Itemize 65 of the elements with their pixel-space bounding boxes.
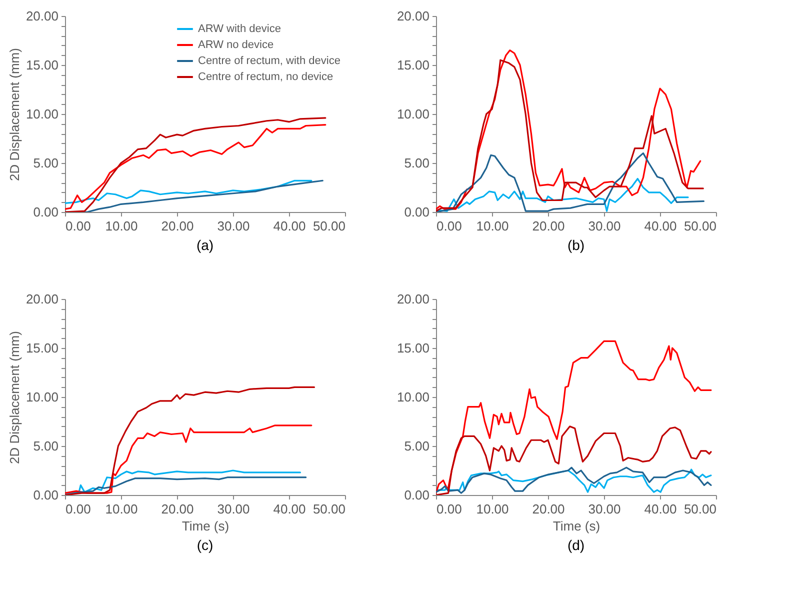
x-tick-label: 0.00 bbox=[66, 218, 91, 234]
y-axis-title: 2D Displacement (mm) bbox=[6, 48, 22, 181]
y-tick-label: 20.00 bbox=[26, 292, 58, 306]
x-tick-label: 20.00 bbox=[161, 218, 194, 234]
y-tick-label: 0.00 bbox=[33, 488, 58, 502]
y-axis-title: 2D Displacement (mm) bbox=[6, 331, 22, 464]
line-series bbox=[65, 386, 315, 495]
y-tick-label: 20.00 bbox=[396, 292, 430, 306]
text: (b) bbox=[567, 237, 585, 253]
y-tick-label: 15.00 bbox=[396, 340, 430, 356]
legend-label: ARW no device bbox=[198, 39, 274, 51]
x-axis-title: Time (s) bbox=[552, 518, 600, 534]
line-series bbox=[65, 476, 307, 495]
x-axis-title: Time (s) bbox=[182, 518, 230, 534]
y-tick-label: 20.00 bbox=[26, 8, 58, 24]
line-series bbox=[436, 178, 689, 212]
x-tick-label: 10.00 bbox=[476, 502, 509, 516]
x-tick-label: 0.00 bbox=[436, 502, 462, 516]
x-tick-label: 10.00 bbox=[105, 502, 138, 516]
x-tick-label: 0.00 bbox=[436, 218, 462, 234]
x-tick-label: 0.00 bbox=[66, 502, 91, 516]
y-tick-label: 0.00 bbox=[404, 204, 430, 220]
line-series bbox=[65, 424, 312, 494]
y-tick-label: 15.00 bbox=[26, 58, 58, 72]
x-tick-label: 40.00 bbox=[644, 218, 677, 234]
x-tick-label: 40.00 bbox=[644, 502, 677, 516]
legend-label: ARW with device bbox=[198, 23, 281, 35]
x-tick-label: 30.00 bbox=[588, 502, 621, 516]
legend-label: Centre of rectum, with device bbox=[198, 55, 340, 67]
x-tick-label: 20.00 bbox=[532, 218, 565, 234]
x-tick-label: 50.00 bbox=[312, 218, 346, 234]
x-tick-label: 50.00 bbox=[684, 218, 716, 234]
text: (a) bbox=[196, 237, 214, 253]
y-tick-label: 15.00 bbox=[26, 340, 58, 356]
x-tick-label: 50.00 bbox=[684, 502, 716, 516]
x-tick-label: 50.00 bbox=[312, 502, 346, 516]
line-series bbox=[65, 470, 301, 495]
y-tick-label: 10.00 bbox=[26, 106, 58, 122]
y-tick-label: 10.00 bbox=[26, 390, 58, 404]
line-series bbox=[65, 180, 312, 204]
x-tick-label: 20.00 bbox=[532, 502, 565, 516]
y-tick-label: 10.00 bbox=[396, 390, 430, 404]
text: (c) bbox=[196, 537, 214, 553]
text: (d) bbox=[567, 537, 585, 553]
x-tick-label: 40.00 bbox=[273, 218, 306, 234]
x-tick-label: 30.00 bbox=[588, 218, 621, 234]
y-tick-label: 5.00 bbox=[404, 156, 430, 170]
y-tick-label: 5.00 bbox=[33, 438, 58, 454]
x-tick-label: 10.00 bbox=[105, 218, 138, 234]
x-tick-label: 20.00 bbox=[161, 502, 194, 516]
x-tick-label: 30.00 bbox=[217, 502, 250, 516]
line-series bbox=[436, 340, 712, 494]
y-tick-label: 5.00 bbox=[33, 156, 58, 170]
y-tick-label: 0.00 bbox=[404, 488, 430, 502]
x-tick-label: 40.00 bbox=[273, 502, 306, 516]
y-tick-label: 10.00 bbox=[396, 106, 430, 122]
legend-label: Centre of rectum, no device bbox=[198, 71, 334, 83]
y-tick-label: 15.00 bbox=[396, 58, 430, 72]
y-tick-label: 0.00 bbox=[33, 204, 58, 220]
y-tick-label: 5.00 bbox=[404, 438, 430, 454]
x-tick-label: 30.00 bbox=[217, 218, 250, 234]
line-series bbox=[436, 426, 712, 495]
x-tick-label: 10.00 bbox=[476, 218, 509, 234]
line-series bbox=[436, 152, 704, 212]
y-tick-label: 20.00 bbox=[396, 8, 430, 24]
